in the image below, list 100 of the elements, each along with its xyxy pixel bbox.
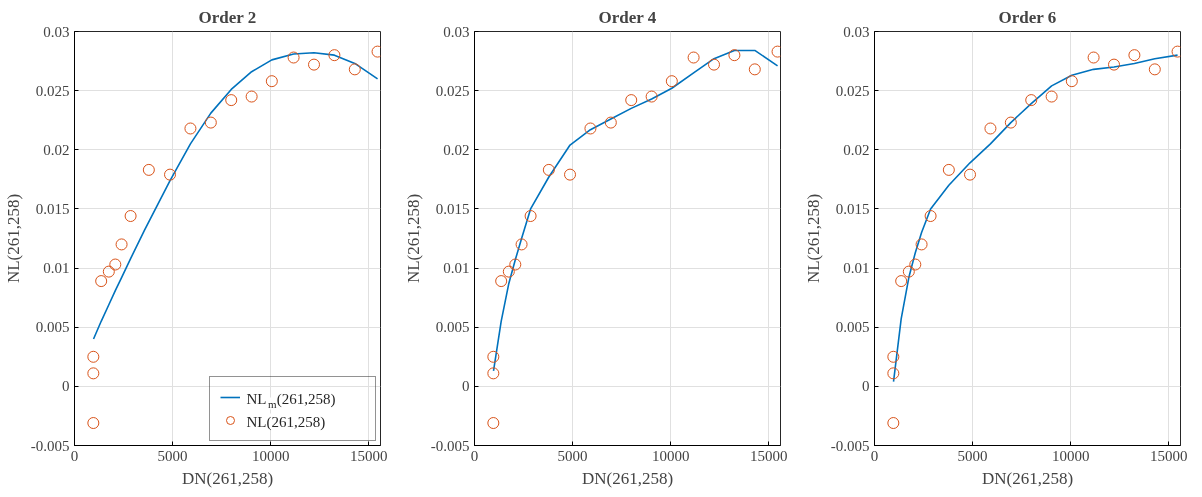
point — [515, 238, 528, 251]
y-tick-label: 0.01 — [43, 260, 70, 277]
point — [87, 417, 100, 430]
y-tick-label: 0.02 — [443, 141, 470, 158]
x-tick-label: 10000 — [251, 447, 290, 464]
point — [487, 367, 500, 380]
x-axis-title: DN(261,258) — [581, 468, 674, 488]
point — [487, 350, 500, 363]
line-series — [92, 51, 379, 340]
y-tick-label: 0.015 — [835, 200, 870, 217]
point — [115, 238, 128, 251]
point — [184, 122, 197, 135]
point — [1108, 58, 1120, 71]
point — [687, 51, 700, 64]
y-tick-label: 0 — [462, 378, 470, 395]
point — [225, 94, 238, 107]
x-axis-title: DN(261,258) — [981, 468, 1074, 488]
point — [902, 265, 915, 278]
y-tick-label: 0.01 — [843, 260, 870, 277]
x-axis-title: DN(261,258) — [181, 468, 274, 488]
point — [1087, 51, 1100, 64]
point — [348, 63, 361, 76]
y-axis-title: NL(261,258) — [403, 193, 423, 284]
point — [87, 350, 100, 363]
point — [584, 122, 597, 135]
line-series — [492, 49, 779, 372]
point — [109, 258, 122, 271]
y-tick-label: 0.03 — [443, 23, 470, 40]
point — [487, 417, 500, 430]
point — [1148, 63, 1161, 76]
y-tick-label: 0.005 — [435, 319, 470, 336]
chart-title: Order 6 — [998, 7, 1057, 27]
point — [1065, 75, 1078, 88]
point — [1004, 116, 1017, 129]
point — [915, 238, 928, 251]
point — [887, 350, 900, 363]
y-tick-label: -0.005 — [430, 437, 470, 454]
y-tick-label: 0.005 — [35, 319, 70, 336]
y-axis-title: NL(261,258) — [3, 193, 23, 284]
y-tick-label: 0 — [862, 378, 870, 395]
y-tick-label: 0.015 — [435, 200, 470, 217]
chart-title: Order 2 — [198, 7, 257, 27]
point — [984, 122, 997, 135]
x-tick-label: 5000 — [157, 447, 188, 464]
line-series — [892, 54, 1179, 383]
chart-title: Order 4 — [598, 7, 657, 27]
point — [1045, 90, 1058, 103]
point — [87, 367, 100, 380]
y-tick-label: 0.025 — [435, 82, 470, 99]
point — [909, 258, 922, 271]
x-tick-label: 10000 — [1051, 447, 1090, 464]
point — [748, 63, 761, 76]
point — [708, 58, 720, 71]
y-tick-label: 0.025 — [35, 82, 70, 99]
point — [887, 367, 900, 380]
point — [645, 90, 658, 103]
y-tick-label: 0.005 — [835, 319, 870, 336]
point — [204, 116, 217, 129]
y-tick-label: 0 — [62, 378, 70, 395]
point — [495, 275, 508, 288]
y-tick-label: 0.025 — [835, 82, 870, 99]
point — [895, 275, 908, 288]
point — [124, 210, 137, 223]
point — [164, 168, 177, 181]
point — [265, 75, 278, 88]
point — [328, 49, 341, 62]
x-tick-label: 15000 — [349, 447, 388, 464]
y-tick-label: -0.005 — [830, 437, 870, 454]
x-tick-label: 5000 — [957, 447, 988, 464]
y-axis-title: NL(261,258) — [803, 193, 823, 284]
point — [308, 58, 320, 71]
point — [728, 49, 741, 62]
point — [604, 116, 617, 129]
point — [1025, 94, 1038, 107]
point — [887, 417, 900, 430]
point — [625, 94, 638, 107]
y-tick-label: 0.02 — [843, 141, 870, 158]
point — [287, 51, 300, 64]
point — [95, 275, 108, 288]
y-tick-label: 0.03 — [43, 23, 70, 40]
point — [102, 265, 115, 278]
point — [502, 265, 515, 278]
point — [564, 168, 577, 181]
point — [524, 210, 537, 223]
x-tick-label: 10000 — [651, 447, 690, 464]
point — [1128, 49, 1141, 62]
y-tick-label: 0.03 — [843, 23, 870, 40]
point — [942, 163, 955, 176]
point — [245, 90, 258, 103]
point — [509, 258, 522, 271]
point — [924, 210, 937, 223]
y-tick-label: 0.015 — [35, 200, 70, 217]
x-tick-label: 15000 — [1149, 447, 1188, 464]
point — [665, 75, 678, 88]
x-tick-label: 5000 — [557, 447, 588, 464]
y-tick-label: 0.02 — [43, 141, 70, 158]
x-tick-label: 15000 — [749, 447, 788, 464]
legend-label: NL(261,258) — [246, 413, 326, 431]
point — [542, 163, 555, 176]
point — [964, 168, 977, 181]
